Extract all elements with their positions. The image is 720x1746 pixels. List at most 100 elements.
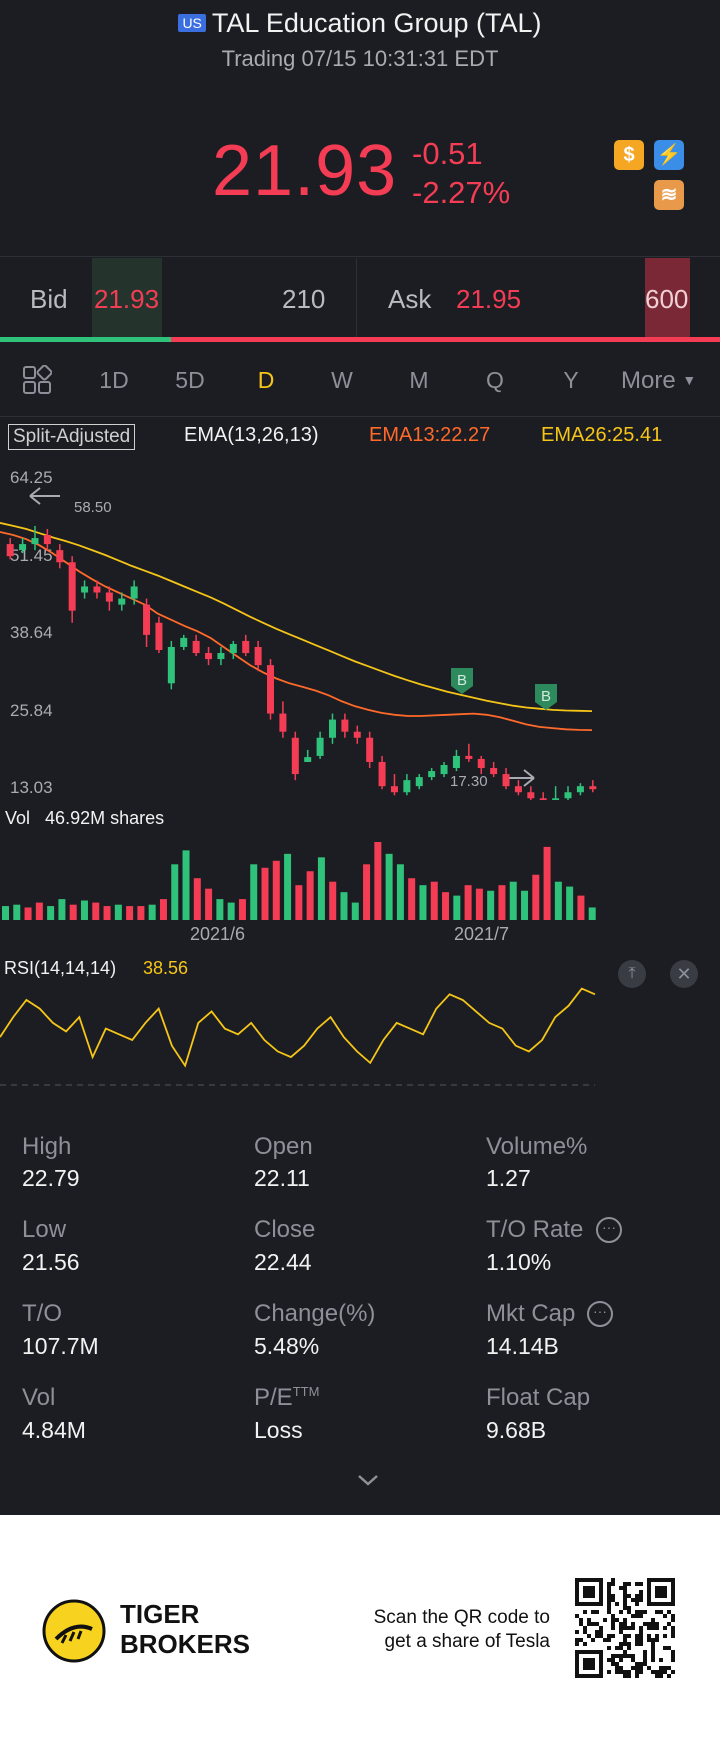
divider [0, 256, 720, 257]
brand-name: TIGER BROKERS [120, 1599, 250, 1659]
ema13-line [0, 531, 593, 731]
volume-bar [521, 890, 529, 920]
price-tick: 51.45 [10, 546, 53, 565]
volume-bar [35, 902, 43, 920]
pin-top-icon[interactable]: ⤒ [618, 960, 646, 988]
layout-grid-icon[interactable] [22, 364, 53, 400]
volume-bar [464, 885, 472, 920]
volume-bar [272, 860, 280, 920]
candle-body [415, 777, 423, 787]
tab-5d[interactable]: 5D [175, 367, 205, 393]
volume-bar [317, 857, 325, 920]
volume-bar [171, 864, 179, 920]
ema26-value: EMA26:25.41 [541, 424, 663, 446]
volume-bar [408, 878, 416, 920]
stat-label: T/O [22, 1300, 62, 1327]
buy-marker[interactable]: B [451, 668, 473, 694]
tab-w[interactable]: W [331, 367, 353, 393]
volume-bar [340, 892, 348, 920]
ask-price[interactable]: 21.95 [456, 284, 522, 314]
candle-body [341, 719, 349, 732]
rsi-label: RSI(14,14,14) [4, 958, 117, 978]
volume-bar [532, 874, 540, 920]
stat-value: Loss [254, 1417, 303, 1443]
volume-bar [374, 842, 382, 920]
candlestick-chart[interactable]: 64.25 51.45 38.64 25.84 13.03 58.50 17.3… [0, 460, 720, 800]
candle-body [56, 550, 64, 563]
tab-more[interactable]: More ▼ [621, 367, 696, 395]
volume-bar [2, 906, 9, 920]
volume-bar [554, 881, 562, 920]
volume-bar [250, 864, 258, 920]
rsi-value: 38.56 [143, 958, 189, 978]
tab-y[interactable]: Y [563, 367, 579, 393]
flash-icon[interactable]: ⚡ [654, 140, 684, 170]
ask-size: 600 [645, 284, 689, 314]
stat-label: Volume% [486, 1133, 588, 1160]
volume-bar [216, 899, 224, 920]
rsi-chart[interactable] [0, 975, 720, 1090]
price-tick: 38.64 [10, 623, 53, 642]
bid-size: 210 [282, 284, 326, 314]
volume-bar [193, 878, 201, 920]
volume-bar [159, 899, 167, 920]
stat-value: 22.11 [254, 1165, 310, 1191]
split-adjusted-toggle[interactable]: Split-Adjusted [8, 424, 136, 450]
candle-body [304, 757, 312, 762]
volume-chart[interactable] [0, 840, 720, 920]
tab-1d[interactable]: 1D [99, 367, 129, 393]
stat-value: 22.79 [22, 1165, 80, 1191]
ema-params[interactable]: EMA(13,26,13) [184, 424, 319, 446]
tab-q[interactable]: Q [486, 367, 504, 393]
candle-body [217, 653, 225, 660]
stat-label: Close [254, 1216, 316, 1243]
candle-body [167, 646, 175, 684]
candle-body [267, 665, 275, 714]
candle-body [527, 792, 535, 799]
volume-bar [148, 904, 156, 920]
volume-value: 46.92M shares [45, 808, 165, 828]
bid-price[interactable]: 21.93 [94, 284, 160, 314]
volume-bar [475, 888, 483, 920]
buy-marker[interactable]: B [535, 684, 557, 710]
candle-body [205, 653, 213, 660]
layers-icon[interactable]: ≋ [654, 180, 684, 210]
x-tick: 2021/6 [190, 924, 246, 944]
more-info-icon[interactable]: ··· [596, 1217, 622, 1243]
volume-bar [396, 864, 404, 920]
volume-bar [284, 853, 292, 920]
price-change: -0.51 [412, 136, 483, 171]
candle-body [130, 586, 138, 599]
candle-body [229, 643, 237, 654]
price-tick: 13.03 [10, 778, 53, 797]
candle-body [353, 731, 361, 738]
divider [0, 416, 720, 417]
volume-bar [69, 904, 77, 920]
candle-body [328, 719, 336, 738]
stat-label: T/O Rate [486, 1216, 584, 1243]
candle-body [155, 622, 163, 651]
close-icon[interactable]: ✕ [670, 960, 698, 988]
volume-bar [509, 881, 517, 920]
volume-bar [92, 902, 100, 920]
volume-bar [137, 906, 145, 920]
more-info-icon[interactable]: ··· [587, 1301, 613, 1327]
dollar-icon[interactable]: $ [614, 140, 644, 170]
stat-value: 1.10% [486, 1249, 552, 1275]
candle-body [6, 544, 14, 557]
volume-bar [577, 895, 585, 920]
stat-value: 22.44 [254, 1249, 312, 1275]
tiger-logo-icon [42, 1599, 106, 1668]
tab-d[interactable]: D [257, 367, 275, 393]
volume-bar [103, 906, 111, 920]
qr-code[interactable] [575, 1578, 675, 1678]
volume-bar [588, 907, 596, 920]
ema26-line [0, 522, 593, 712]
tab-m[interactable]: M [409, 367, 429, 393]
candle-body [192, 640, 200, 654]
stock-title: US TAL Education Group (TAL) [0, 8, 720, 39]
candle-body [552, 798, 560, 800]
left-arrow-icon[interactable] [29, 487, 60, 505]
bid-label: Bid [30, 284, 68, 314]
expand-chevron-icon[interactable] [356, 1472, 380, 1493]
